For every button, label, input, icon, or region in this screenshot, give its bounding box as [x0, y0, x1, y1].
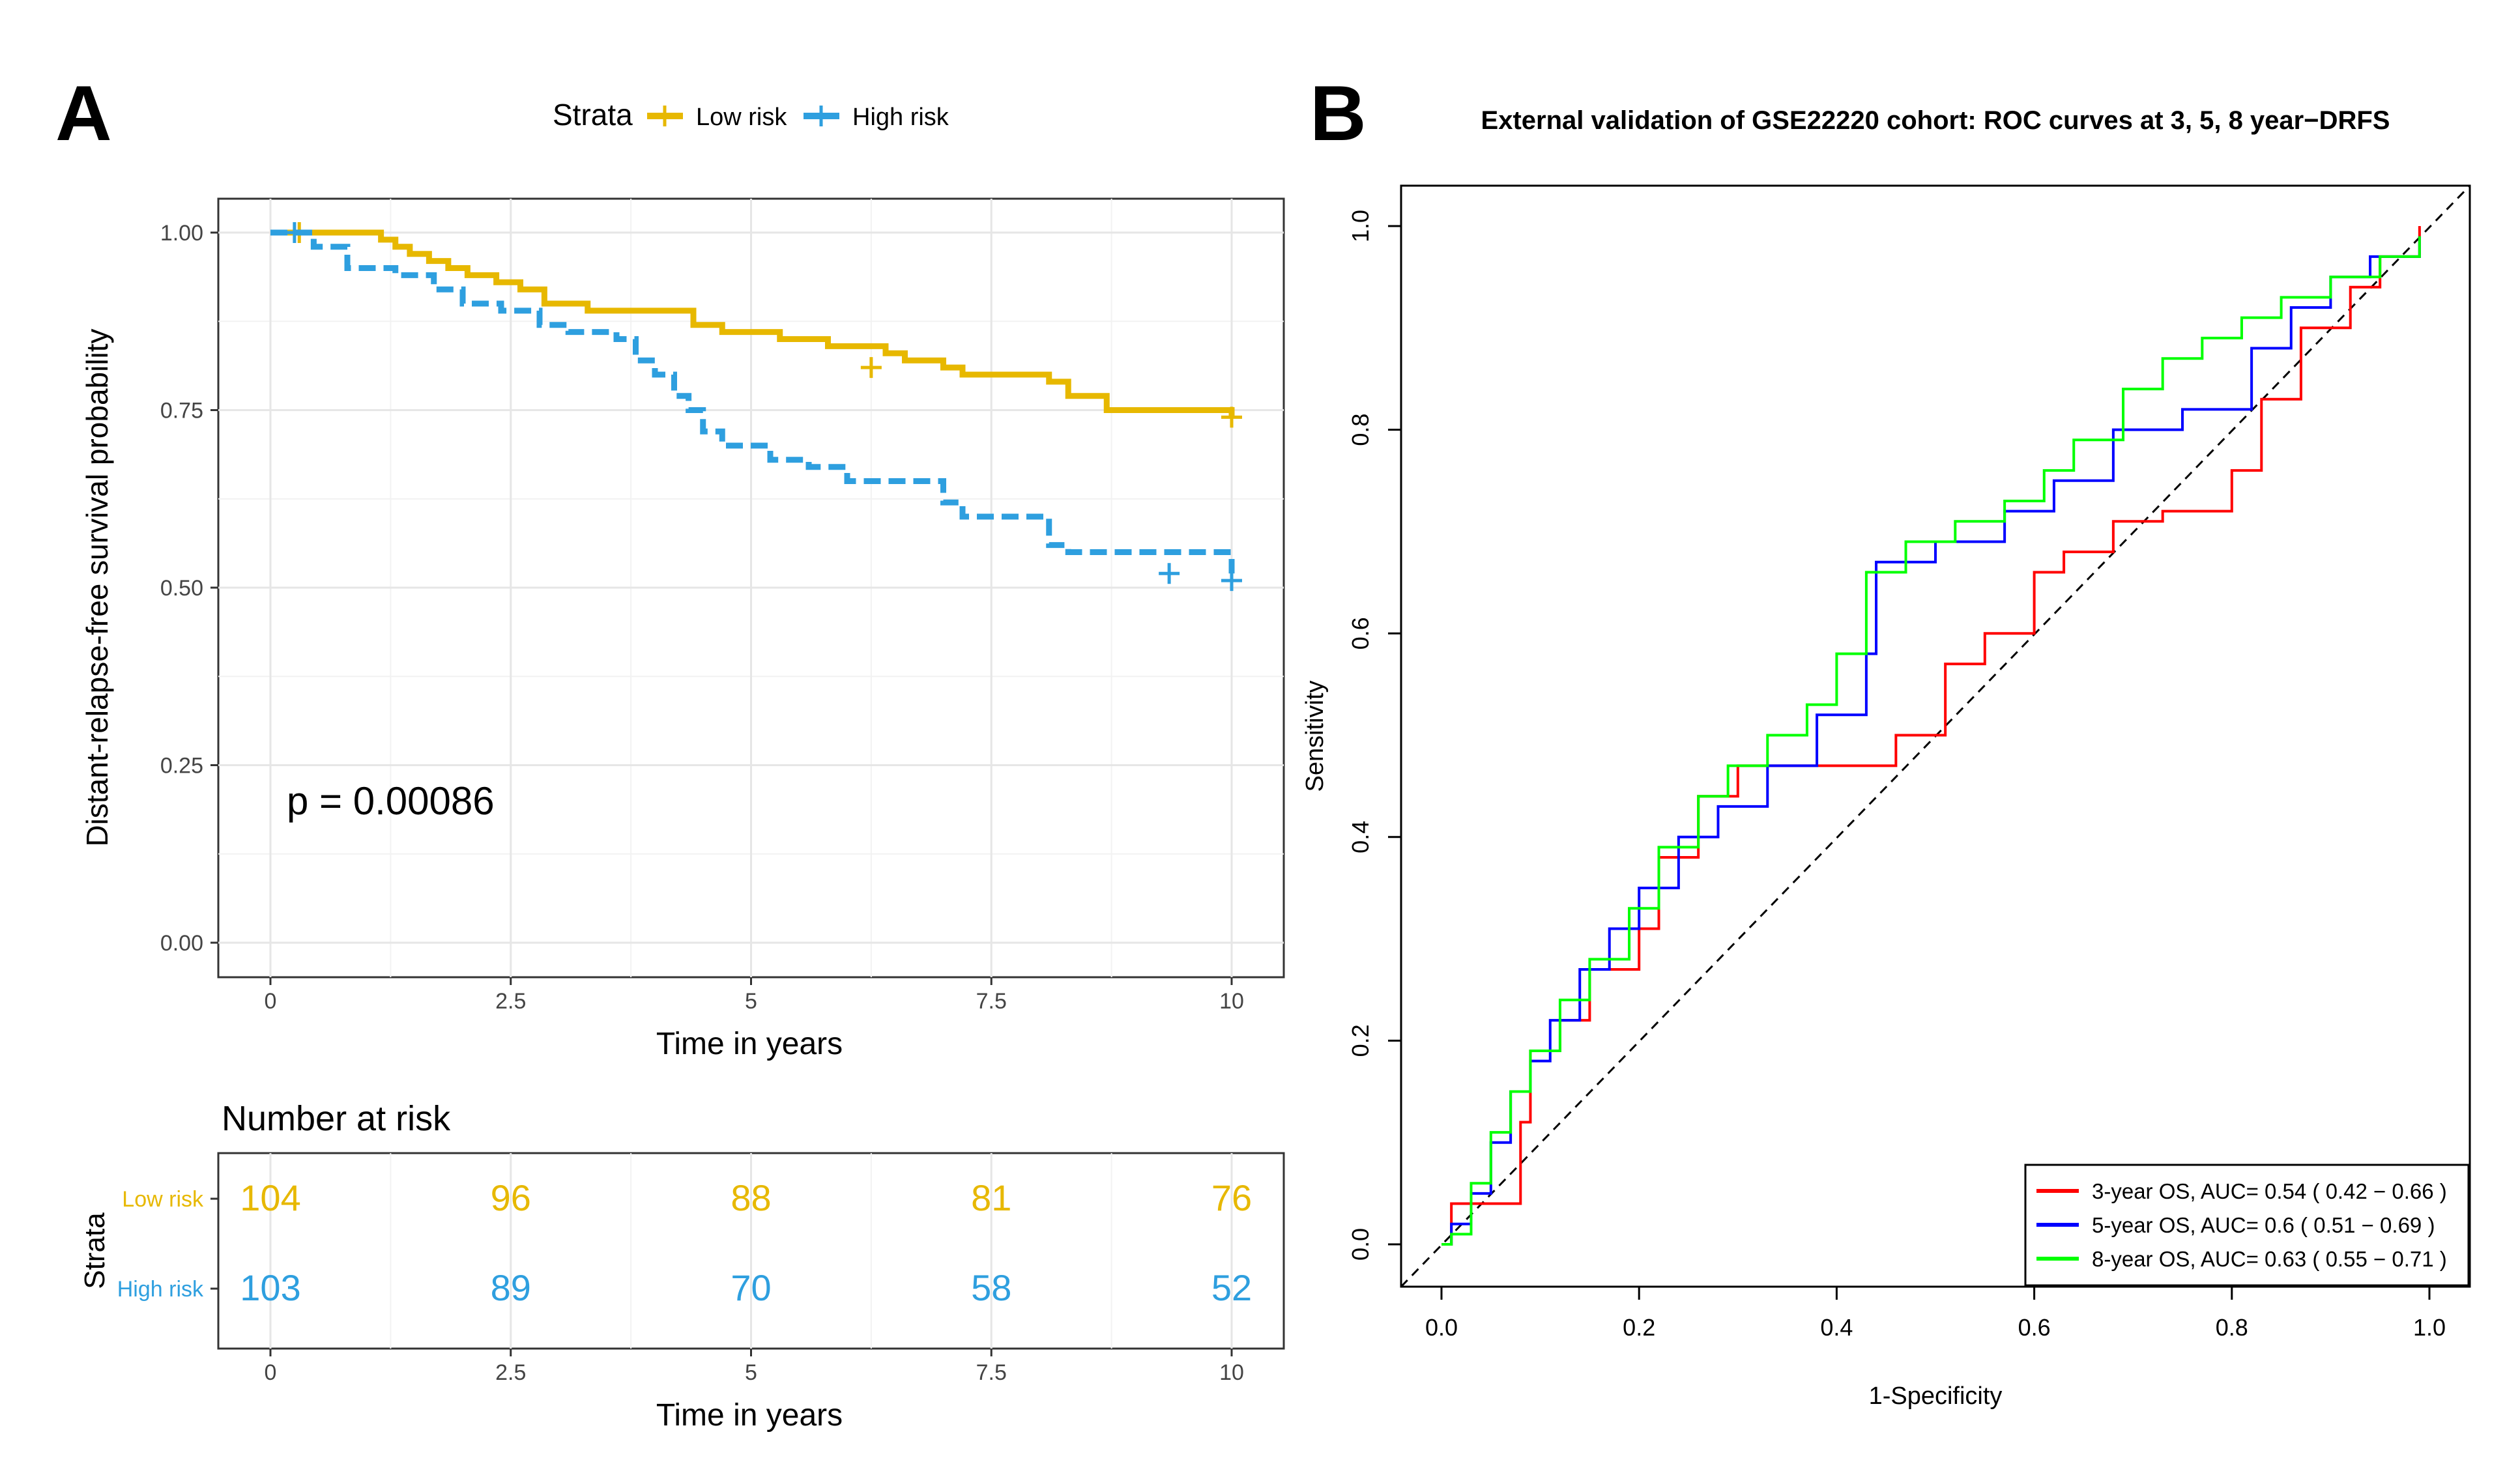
roc-title: External validation of GSE22220 cohort: …: [1481, 106, 2390, 135]
km-censor-mark: [1221, 570, 1242, 592]
risk-cell-value: 81: [971, 1177, 1011, 1218]
roc-x-axis-title: 1-Specificity: [1869, 1382, 2003, 1410]
km-x-axis-title: Time in years: [656, 1027, 843, 1061]
km-y-tick-label: 0.25: [160, 754, 203, 779]
roc-axes: 0.0 0.2 0.4 0.6 0.8 1.0 0.0 0.2 0.4 0.6 0.8 1.0: [1347, 210, 2446, 1341]
km-x-tick-label: 7.5: [976, 989, 1007, 1014]
km-x-tick-label: 2.5: [495, 989, 526, 1014]
risk-table-y-title: Strata: [79, 1212, 111, 1289]
risk-grid: 0 2.5 5 7.5 10: [265, 1153, 1244, 1385]
km-censor-mark: [860, 357, 882, 379]
p-value: p = 0.00086: [287, 779, 495, 823]
km-censor-mark: [283, 222, 305, 243]
risk-x-tick-label: 7.5: [976, 1360, 1007, 1385]
roc-legend-label: 3-year OS, AUC= 0.54 ( 0.42 − 0.66 ): [2092, 1179, 2447, 1203]
km-x-tick-label: 10: [1219, 989, 1244, 1014]
risk-x-tick-label: 5: [745, 1360, 757, 1385]
risk-x-tick-label: 10: [1219, 1360, 1244, 1385]
legend-high-risk-label: High risk: [852, 104, 949, 131]
roc-y-tick-label: 0.0: [1347, 1228, 1374, 1261]
km-x-tick-label: 0: [265, 989, 277, 1014]
km-curve-high-risk: [270, 229, 1235, 574]
roc-y-tick-label: 0.2: [1347, 1024, 1374, 1057]
km-curve-low-risk: [270, 229, 1235, 418]
roc-legend-label: 5-year OS, AUC= 0.6 ( 0.51 − 0.69 ): [2092, 1213, 2435, 1237]
km-curves: [270, 222, 1242, 592]
km-y-tick-label: 0.75: [160, 399, 203, 423]
legend-low-risk-label: Low risk: [696, 104, 787, 131]
roc-x-tick-label: 0.0: [1425, 1314, 1458, 1341]
risk-cell-value: 52: [1211, 1267, 1252, 1308]
km-censor-mark: [1159, 563, 1180, 584]
roc-x-tick-label: 0.2: [1623, 1314, 1655, 1341]
km-y-tick-label: 0.50: [160, 576, 203, 601]
km-plot: 0 2.5 5 7.5 10 0.00 0.25 0.50 0.75 1.00 p = 0.000…: [80, 197, 1285, 1061]
roc-legend: 3-year OS, AUC= 0.54 ( 0.42 − 0.66 ) 5-ye…: [2024, 1164, 2470, 1287]
km-grid: [218, 199, 1284, 977]
km-y-axis-title: Distant-relapse-free survival probabilit…: [80, 328, 114, 846]
panel-a-letter: A: [55, 70, 112, 157]
km-y-tick-label: 0.00: [160, 931, 203, 956]
risk-cell-value: 58: [971, 1267, 1011, 1308]
risk-cell-value: 70: [731, 1267, 771, 1308]
risk-table-x-title: Time in years: [656, 1398, 843, 1433]
legend-title: Strata: [553, 98, 633, 132]
roc-y-tick-label: 1.0: [1347, 210, 1374, 242]
risk-x-tick-label: 0: [265, 1360, 277, 1385]
risk-cell-value: 103: [240, 1267, 300, 1308]
risk-cell-value: 89: [491, 1267, 531, 1308]
roc-y-tick-label: 0.8: [1347, 414, 1374, 446]
risk-x-tick-label: 2.5: [495, 1360, 526, 1385]
roc-x-tick-label: 0.4: [1820, 1314, 1853, 1341]
risk-cell-value: 96: [491, 1177, 531, 1218]
km-x-tick-label: 5: [745, 989, 757, 1014]
risk-cell-value: 76: [1211, 1177, 1252, 1218]
roc-curve-8-year: [1441, 236, 2421, 1246]
risk-cell-value: 88: [731, 1177, 771, 1218]
km-y-tick-label: 1.00: [160, 221, 203, 246]
roc-curves: [1441, 226, 2421, 1246]
legend-a: Strata Low risk High risk: [553, 98, 949, 132]
roc-x-tick-label: 1.0: [2413, 1314, 2446, 1341]
roc-x-tick-label: 0.6: [2018, 1314, 2051, 1341]
roc-x-tick-label: 0.8: [2216, 1314, 2248, 1341]
roc-plot-border: [1400, 184, 2471, 1288]
km-censor-mark: [1221, 407, 1242, 428]
roc-legend-label: 8-year OS, AUC= 0.63 ( 0.55 − 0.71 ): [2092, 1247, 2447, 1271]
roc-y-tick-label: 0.6: [1347, 617, 1374, 650]
roc-y-tick-label: 0.4: [1347, 821, 1374, 853]
roc-y-axis-title: Sensitivity: [1301, 680, 1329, 792]
risk-cell-value: 104: [240, 1177, 300, 1218]
risk-cells: Low risk 104 96 88 81 76 High risk 103 89 70 58 52: [117, 1177, 1252, 1308]
number-at-risk-title: Number at risk: [222, 1099, 451, 1138]
risk-row-label: Low risk: [122, 1187, 204, 1212]
roc-plot: 0.0 0.2 0.4 0.6 0.8 1.0 0.0 0.2 0.4 0.6 0.8 1.0 3-y…: [1301, 184, 2471, 1410]
risk-table: 0 2.5 5 7.5 10 Low risk 104 96 88 81 76 High risk 1…: [79, 1152, 1285, 1433]
risk-row-label: High risk: [117, 1277, 204, 1302]
km-axes: 0 2.5 5 7.5 10 0.00 0.25 0.50 0.75 1.00: [160, 221, 1244, 1014]
roc-legend-box: [2024, 1164, 2470, 1287]
panel-b-letter: B: [1310, 70, 1367, 157]
